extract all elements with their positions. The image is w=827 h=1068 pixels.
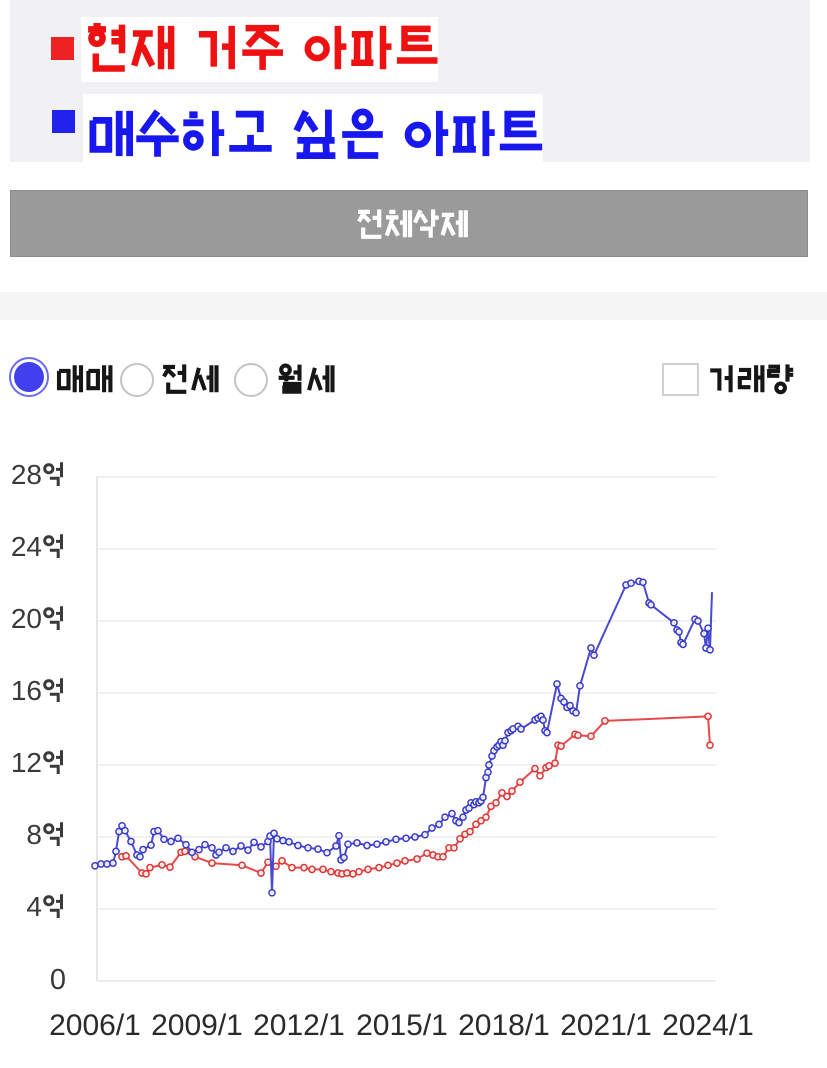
- svg-text:2012/1: 2012/1: [253, 1009, 345, 1042]
- svg-text:2009/1: 2009/1: [151, 1009, 243, 1042]
- svg-text:2015/1: 2015/1: [356, 1009, 448, 1042]
- svg-text:2018/1: 2018/1: [458, 1009, 550, 1042]
- svg-text:4: 4: [26, 891, 42, 922]
- svg-text:2024/1: 2024/1: [662, 1009, 754, 1042]
- svg-text:2006/1: 2006/1: [49, 1009, 141, 1042]
- svg-text:20: 20: [11, 603, 42, 634]
- svg-text:12: 12: [11, 747, 42, 778]
- svg-text:28: 28: [11, 459, 42, 490]
- svg-text:8: 8: [26, 819, 42, 850]
- svg-text:16: 16: [11, 675, 42, 706]
- svg-text:0: 0: [50, 964, 66, 996]
- svg-text:24: 24: [11, 531, 42, 562]
- svg-text:2021/1: 2021/1: [560, 1009, 652, 1042]
